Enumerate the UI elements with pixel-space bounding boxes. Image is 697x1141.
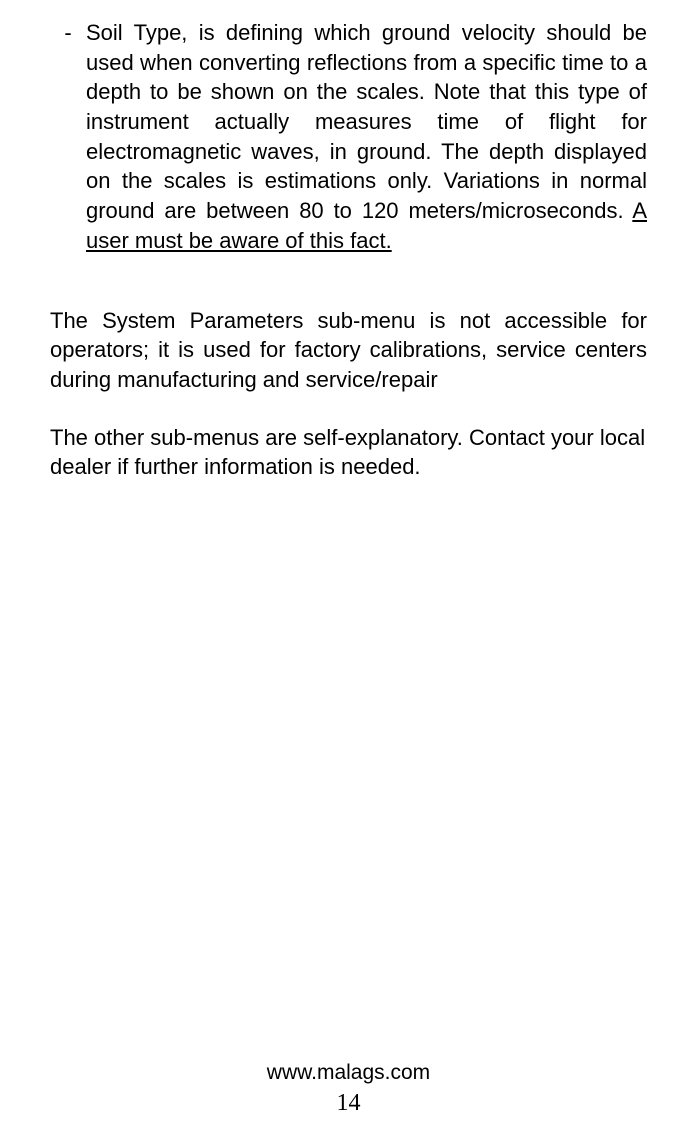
- page-footer: www.malags.com 14: [0, 1058, 697, 1121]
- bullet-list-item: - Soil Type, is defining which ground ve…: [50, 18, 647, 256]
- bullet-content: Soil Type, is defining which ground velo…: [86, 18, 647, 256]
- footer-page-number: 14: [0, 1087, 697, 1121]
- paragraph-system-parameters: The System Parameters sub-menu is not ac…: [50, 306, 647, 395]
- paragraph-other-submenus: The other sub-menus are self-explanatory…: [50, 423, 647, 482]
- bullet-marker: -: [50, 18, 86, 256]
- bullet-text: Soil Type, is defining which ground velo…: [86, 20, 647, 223]
- footer-url: www.malags.com: [0, 1058, 697, 1087]
